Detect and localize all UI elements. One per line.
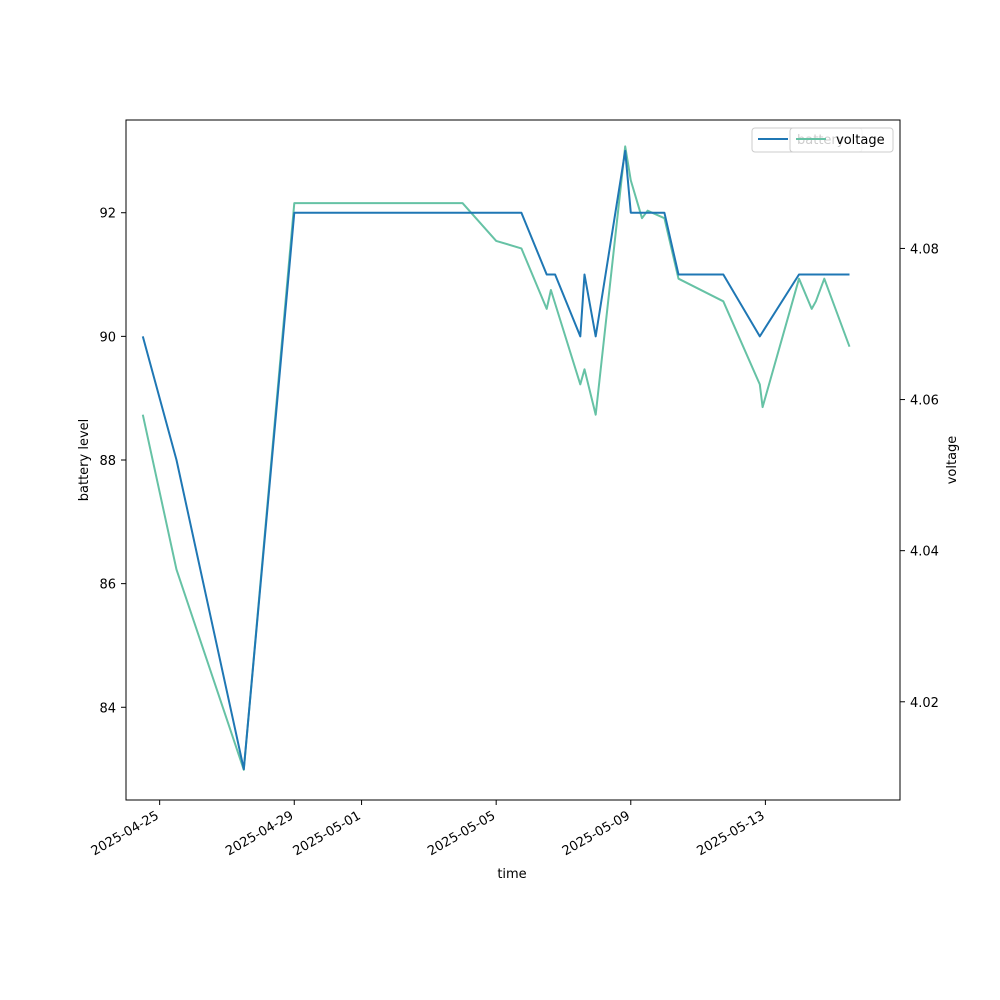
y-left-tick-label: 86	[99, 578, 116, 593]
y-right-axis: 4.02 4.04 4.06 4.08	[900, 242, 939, 711]
series-line-voltage	[141, 145, 851, 771]
y-left-axis: 84 86 88 90 92	[99, 207, 126, 716]
y-left-tick-label: 88	[99, 454, 116, 469]
y-left-tick-label: 90	[99, 330, 116, 345]
y-right-tick-label: 4.02	[910, 696, 939, 711]
series-line-battery	[141, 149, 850, 771]
y-right-tick-label: 4.08	[910, 242, 939, 257]
y-left-tick-label: 92	[99, 207, 116, 222]
legend-voltage: voltage	[789, 127, 894, 153]
y-right-tick-label: 4.04	[910, 545, 939, 560]
legend-voltage-label: voltage	[836, 133, 885, 148]
y-right-axis-title: voltage	[945, 436, 960, 485]
series-layer	[141, 145, 851, 771]
x-axis-title: time	[497, 867, 526, 882]
y-left-tick-label: 84	[99, 701, 116, 716]
legend-voltage-box	[789, 127, 894, 153]
y-right-tick-label: 4.06	[910, 394, 939, 409]
y-left-axis-title: battery level	[77, 419, 92, 502]
